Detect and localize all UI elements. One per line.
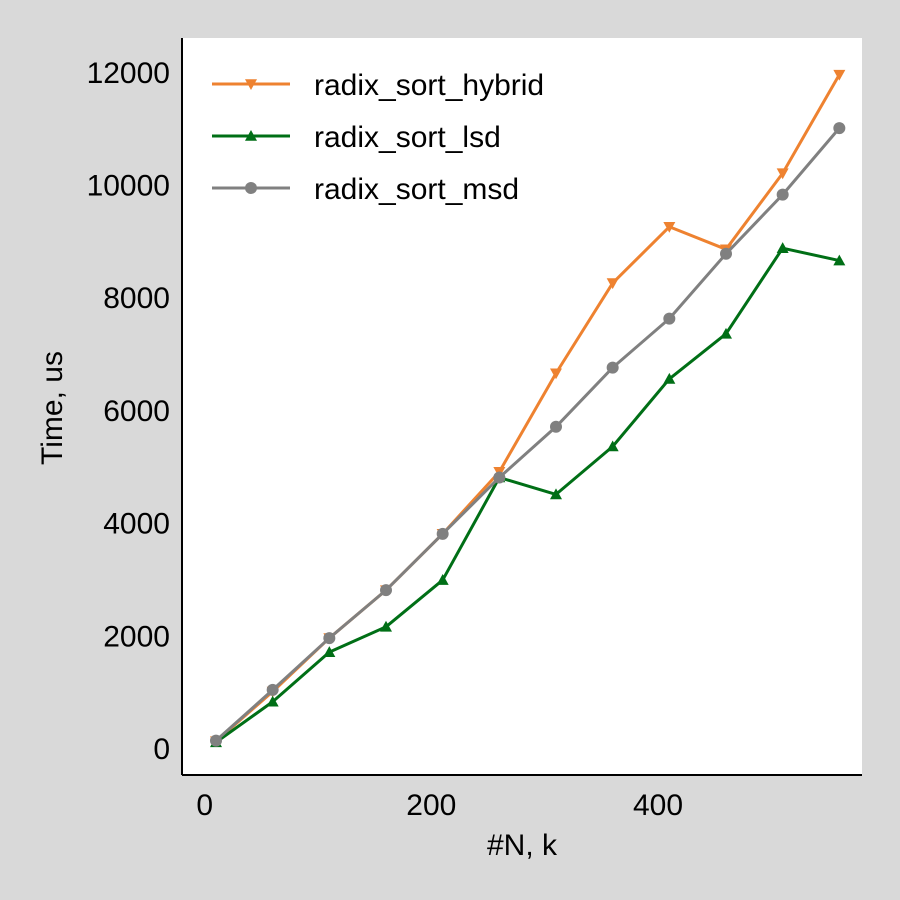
data-point — [266, 683, 279, 696]
data-point — [210, 734, 222, 747]
data-point — [550, 368, 562, 380]
data-point — [776, 188, 789, 201]
y-axis-label: Time, us — [36, 351, 69, 465]
data-point — [436, 574, 449, 585]
y-tick-label: 10000 — [87, 169, 170, 202]
series-radix_sort_msd — [210, 122, 846, 747]
data-point — [550, 488, 562, 500]
data-point — [323, 632, 336, 645]
x-tick-labels: 0 200 400 — [196, 789, 683, 822]
legend-item: radix_sort_msd — [212, 173, 519, 206]
data-point — [833, 69, 846, 81]
data-point — [380, 584, 392, 597]
data-point — [720, 327, 732, 339]
legend-swatch-marker — [245, 130, 257, 141]
legend-label: radix_sort_lsd — [314, 121, 501, 154]
data-point — [380, 620, 392, 632]
legend-label: radix_sort_msd — [314, 173, 519, 206]
data-point — [323, 646, 336, 657]
data-point — [606, 440, 619, 452]
y-tick-label: 8000 — [103, 282, 170, 315]
series-line — [214, 127, 841, 742]
y-tick-label: 6000 — [103, 395, 170, 428]
y-tick-label: 0 — [153, 733, 170, 766]
y-tick-label: 2000 — [103, 620, 170, 653]
data-point — [833, 122, 846, 135]
data-point — [550, 420, 562, 433]
data-point — [833, 254, 846, 266]
data-point — [663, 372, 676, 384]
legend-swatch-marker — [245, 182, 257, 194]
series-radix_sort_lsd — [210, 242, 846, 748]
series-line — [215, 246, 840, 744]
data-point — [266, 695, 279, 707]
legend-item: radix_sort_lsd — [212, 121, 501, 154]
series-layer — [210, 69, 846, 748]
legend-swatch-marker — [245, 79, 257, 90]
data-point — [720, 247, 732, 260]
x-axis-label: #N, k — [487, 829, 558, 862]
y-tick-label: 12000 — [87, 57, 170, 90]
plot-area-background — [182, 38, 862, 775]
legend: radix_sort_hybrid radix_sort_lsd radix_sor… — [212, 69, 544, 206]
data-point — [663, 221, 676, 233]
legend-item: radix_sort_hybrid — [212, 69, 544, 102]
data-point — [606, 361, 619, 374]
legend-label: radix_sort_hybrid — [314, 69, 544, 102]
data-point — [663, 312, 676, 325]
data-point — [606, 278, 619, 290]
x-tick-label: 0 — [196, 789, 213, 822]
y-tick-labels: 0 2000 4000 6000 8000 10000 12000 — [87, 57, 170, 766]
data-point — [776, 168, 789, 180]
x-tick-label: 200 — [406, 789, 456, 822]
x-tick-label: 400 — [633, 789, 683, 822]
data-point — [436, 527, 449, 540]
y-tick-label: 4000 — [103, 508, 170, 541]
data-point — [776, 242, 789, 253]
data-point — [493, 471, 506, 484]
